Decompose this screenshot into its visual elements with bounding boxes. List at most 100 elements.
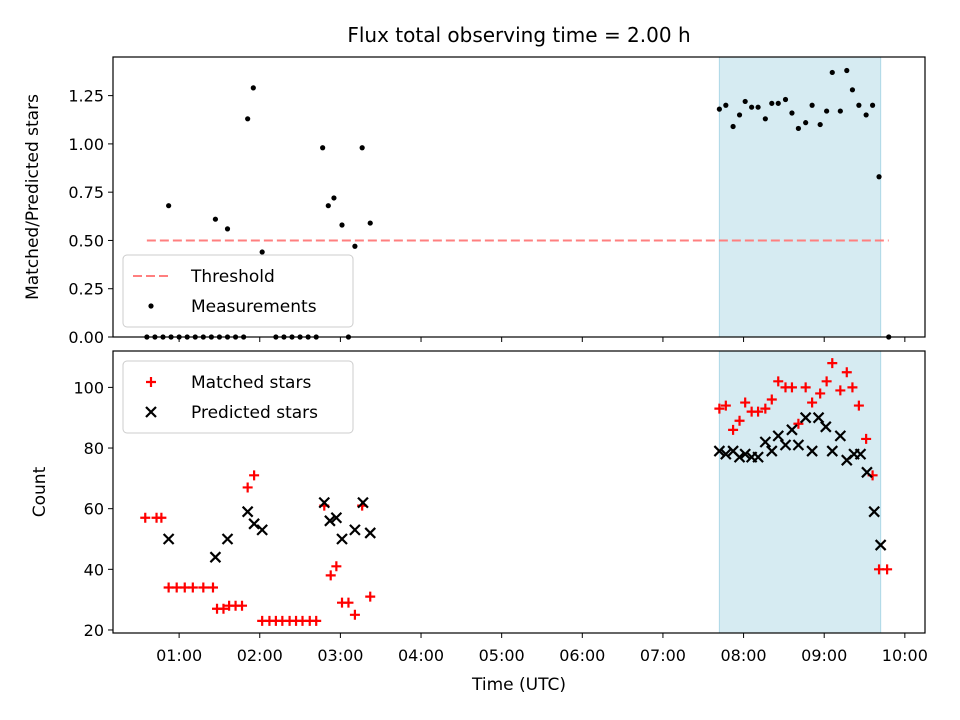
measurement-point (367, 220, 373, 226)
measurement-point (789, 110, 795, 116)
measurement-point (166, 203, 172, 209)
observing-span (718, 56, 882, 338)
predicted-point (874, 539, 887, 551)
chart-title: Flux total observing time = 2.00 h (347, 23, 690, 47)
matched-point (821, 376, 832, 387)
measurement-point (352, 243, 358, 249)
predicted-point (868, 505, 880, 518)
legend-predicted-swatch (145, 406, 157, 418)
predicted-point (713, 445, 726, 457)
x-tick-label: 03:00 (317, 646, 363, 665)
matched-point (714, 403, 725, 414)
legend-box (122, 254, 354, 328)
axes-frame (112, 350, 926, 634)
measurement-point (331, 195, 337, 201)
predicted-point (759, 436, 772, 448)
matched-point (786, 382, 797, 393)
y-tick-label: 60 (84, 500, 104, 519)
legend-label: Matched stars (191, 373, 311, 393)
measurement-point (803, 120, 809, 126)
y-tick-label: 1.00 (68, 135, 104, 154)
predicted-point (779, 439, 792, 451)
predicted-point (720, 448, 732, 460)
matched-point (365, 591, 376, 602)
matched-point (156, 512, 167, 523)
measurement-point (824, 108, 830, 114)
x-tick-label: 07:00 (640, 646, 686, 665)
y-axis-label: Matched/Predicted stars (23, 94, 43, 300)
measurement-point (736, 112, 743, 118)
measurement-point (775, 100, 781, 106)
matched-point (807, 397, 818, 408)
observing-span (718, 350, 882, 634)
predicted-point (806, 445, 818, 457)
x-tick-label: 04:00 (398, 646, 444, 665)
matched-point (815, 388, 826, 399)
measurement-point (212, 216, 219, 222)
y-tick-label: 100 (73, 378, 104, 397)
matched-point (343, 597, 354, 608)
measurement-point (755, 104, 761, 110)
y-tick-label: 0.25 (68, 280, 104, 299)
legend: Threshold Measurements (122, 254, 354, 328)
measurement-point (769, 100, 775, 106)
matched-point (827, 358, 838, 369)
matched-point (187, 582, 198, 593)
measurement-point (869, 102, 876, 108)
matched-point (207, 582, 218, 593)
measurement-point (863, 112, 869, 118)
legend-matched-swatch (146, 377, 156, 387)
legend-box (122, 360, 354, 434)
measurement-point (856, 102, 862, 108)
matched-point (793, 418, 804, 429)
x-tick-label: 02:00 (237, 646, 283, 665)
measurement-point (325, 203, 331, 209)
y-tick-label: 0.00 (68, 328, 104, 347)
y-axis-label: Count (30, 466, 50, 517)
legend-measurement-swatch (148, 303, 154, 309)
predicted-point (739, 448, 751, 460)
count-panel: 20 40 60 80 100 Count 01:00 02:00 03:00 04:00 05:0… (30, 350, 928, 665)
measurement-point (723, 102, 729, 108)
measurement-point (250, 85, 256, 91)
predicted-point (364, 527, 377, 539)
matched-point (847, 382, 858, 393)
measurement-point (837, 108, 843, 114)
measurement-point (782, 96, 789, 103)
matched-point (218, 603, 229, 614)
predicted-point (792, 439, 805, 451)
x-tick-label: 06:00 (559, 646, 605, 665)
measurement-point (876, 174, 882, 180)
predicted-point (336, 533, 348, 545)
matched-point (331, 561, 342, 572)
matched-point (728, 424, 739, 435)
predicted-point (209, 551, 222, 563)
predicted-point (221, 533, 234, 545)
y-tick-label: 80 (84, 439, 104, 458)
matched-point (237, 600, 248, 611)
measurement-point (795, 125, 802, 132)
y-tick-label: 1.25 (68, 87, 104, 106)
predicted-point (766, 445, 778, 457)
predicted-point (357, 496, 369, 509)
matched-point (734, 415, 745, 426)
matched-point (740, 397, 751, 408)
measurement-point (359, 145, 365, 151)
predicted-point (861, 466, 873, 479)
matched-point (753, 406, 764, 417)
predicted-point (324, 515, 336, 527)
y-tick-label: 40 (84, 560, 104, 579)
legend-label: Threshold (190, 267, 275, 287)
measurement-point (749, 104, 755, 110)
matched-point (841, 367, 852, 378)
matched-point (773, 376, 784, 387)
y-tick-label: 0.50 (68, 231, 104, 250)
legend: Matched stars Predicted stars (122, 360, 354, 434)
matched-point (720, 400, 731, 411)
predicted-point (834, 430, 847, 442)
matched-point (882, 564, 893, 575)
matched-point (140, 512, 151, 523)
predicted-point (772, 430, 785, 442)
legend-label: Predicted stars (191, 403, 318, 423)
